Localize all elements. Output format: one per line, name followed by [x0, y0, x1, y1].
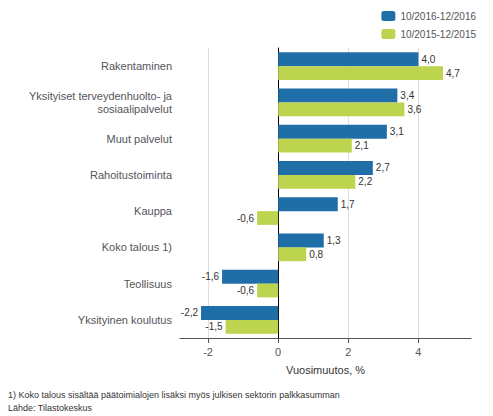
svg-text:3,1: 3,1 [390, 126, 404, 137]
svg-text:Yksityinen koulutus: Yksityinen koulutus [78, 314, 173, 326]
svg-text:Yksityiset terveydenhuolto- ja: Yksityiset terveydenhuolto- ja [29, 90, 173, 102]
svg-text:Kauppa: Kauppa [134, 205, 173, 217]
svg-text:Rahoitustoiminta: Rahoitustoiminta [90, 169, 173, 181]
svg-text:-0,6: -0,6 [237, 213, 255, 224]
svg-text:2,1: 2,1 [355, 140, 369, 151]
svg-text:Vuosimuutos, %: Vuosimuutos, % [286, 364, 365, 376]
svg-text:-1,5: -1,5 [205, 321, 223, 332]
svg-text:3,6: 3,6 [407, 104, 421, 115]
svg-text:4,0: 4,0 [421, 54, 435, 65]
svg-text:-2,2: -2,2 [181, 307, 199, 318]
svg-text:1,3: 1,3 [327, 235, 341, 246]
svg-text:-2: -2 [203, 346, 213, 358]
svg-text:4,7: 4,7 [446, 68, 460, 79]
svg-text:Lähde: Tilastokeskus: Lähde: Tilastokeskus [8, 403, 93, 413]
svg-text:0,8: 0,8 [309, 249, 323, 260]
svg-text:10/2016-12/2016: 10/2016-12/2016 [400, 11, 476, 22]
svg-text:3,4: 3,4 [400, 90, 414, 101]
svg-text:sosiaalipalvelut: sosiaalipalvelut [97, 103, 172, 115]
svg-text:10/2015-12/2015: 10/2015-12/2015 [400, 29, 476, 40]
svg-text:4: 4 [415, 346, 421, 358]
svg-text:Koko talous 1): Koko talous 1) [102, 241, 172, 253]
svg-text:2,7: 2,7 [376, 162, 390, 173]
svg-text:Rakentaminen: Rakentaminen [101, 60, 172, 72]
svg-text:1) Koko talous sisältää päätoi: 1) Koko talous sisältää päätoimialojen l… [8, 390, 340, 400]
svg-text:Teollisuus: Teollisuus [124, 278, 173, 290]
svg-text:Muut palvelut: Muut palvelut [107, 133, 172, 145]
svg-text:-0,6: -0,6 [237, 285, 255, 296]
svg-text:2,2: 2,2 [358, 176, 372, 187]
svg-text:0: 0 [275, 346, 281, 358]
svg-text:2: 2 [345, 346, 351, 358]
svg-text:1,7: 1,7 [341, 199, 355, 210]
svg-text:-1,6: -1,6 [202, 271, 220, 282]
